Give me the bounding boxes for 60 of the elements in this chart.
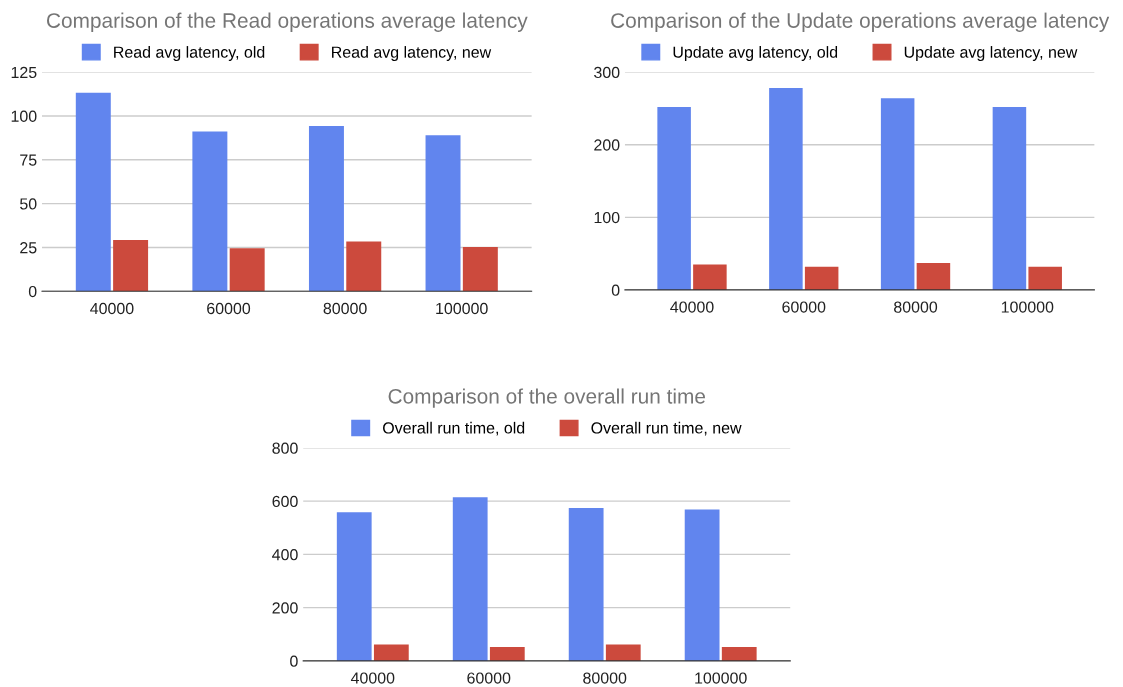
bar bbox=[229, 248, 265, 292]
bar bbox=[657, 106, 691, 290]
legend-label: Overall run time, old bbox=[383, 421, 525, 436]
bar bbox=[489, 647, 525, 661]
x-tick-label: 40000 bbox=[670, 301, 714, 313]
x-tick-label: 80000 bbox=[583, 672, 627, 684]
y-tick-label: 300 bbox=[594, 66, 620, 79]
bar bbox=[373, 644, 409, 661]
chart-title: Comparison of the Read operations average latency bbox=[47, 12, 528, 33]
bar bbox=[721, 647, 757, 661]
legend-label: Update avg latency, old bbox=[673, 46, 838, 61]
legend-label: Read avg latency, old bbox=[114, 46, 265, 61]
x-tick-label: 60000 bbox=[782, 301, 826, 313]
y-tick-label: 75 bbox=[20, 154, 37, 166]
chart-title: Comparison of the Update operations average latency bbox=[611, 12, 1110, 33]
x-tick-label: 60000 bbox=[467, 672, 511, 684]
bar bbox=[308, 125, 344, 292]
legend-label: Update avg latency, new bbox=[904, 46, 1078, 61]
x-tick-label: 100000 bbox=[695, 672, 747, 684]
y-tick-label: 50 bbox=[20, 198, 37, 210]
bar bbox=[1028, 266, 1062, 290]
y-tick-label: 125 bbox=[11, 66, 37, 79]
x-tick-label: 80000 bbox=[894, 301, 938, 313]
y-tick-label: 200 bbox=[594, 139, 620, 151]
y-tick-label: 600 bbox=[272, 495, 298, 508]
bar bbox=[605, 644, 641, 661]
bar bbox=[452, 497, 488, 661]
bar bbox=[916, 263, 951, 290]
bar bbox=[462, 246, 498, 292]
bar bbox=[425, 135, 461, 292]
bar bbox=[346, 241, 382, 292]
legend-label: Read avg latency, new bbox=[332, 46, 492, 61]
bar bbox=[336, 512, 372, 661]
y-tick-label: 0 bbox=[28, 285, 37, 298]
bar bbox=[992, 106, 1027, 290]
bar bbox=[113, 240, 149, 292]
bar bbox=[75, 92, 111, 292]
legend-label: Overall run time, new bbox=[591, 421, 742, 436]
y-tick-label: 0 bbox=[290, 655, 298, 667]
bar bbox=[693, 264, 727, 290]
y-tick-label: 100 bbox=[11, 110, 37, 122]
bar bbox=[769, 88, 803, 290]
x-tick-label: 100000 bbox=[1001, 301, 1054, 313]
bar bbox=[804, 266, 839, 290]
x-tick-label: 60000 bbox=[207, 302, 251, 315]
y-tick-label: 400 bbox=[272, 549, 298, 561]
y-tick-label: 800 bbox=[272, 442, 298, 454]
x-tick-label: 40000 bbox=[350, 672, 395, 684]
bar bbox=[568, 508, 604, 661]
bar bbox=[880, 98, 915, 290]
bar bbox=[684, 509, 720, 661]
y-tick-label: 200 bbox=[272, 602, 298, 614]
y-tick-label: 0 bbox=[611, 284, 620, 296]
y-tick-label: 100 bbox=[594, 211, 620, 224]
x-tick-label: 40000 bbox=[90, 302, 134, 315]
y-tick-label: 25 bbox=[20, 242, 37, 254]
x-tick-label: 100000 bbox=[436, 302, 488, 315]
bar bbox=[192, 131, 228, 292]
x-tick-label: 80000 bbox=[323, 302, 367, 315]
chart-title: Comparison of the overall run time bbox=[388, 388, 706, 408]
